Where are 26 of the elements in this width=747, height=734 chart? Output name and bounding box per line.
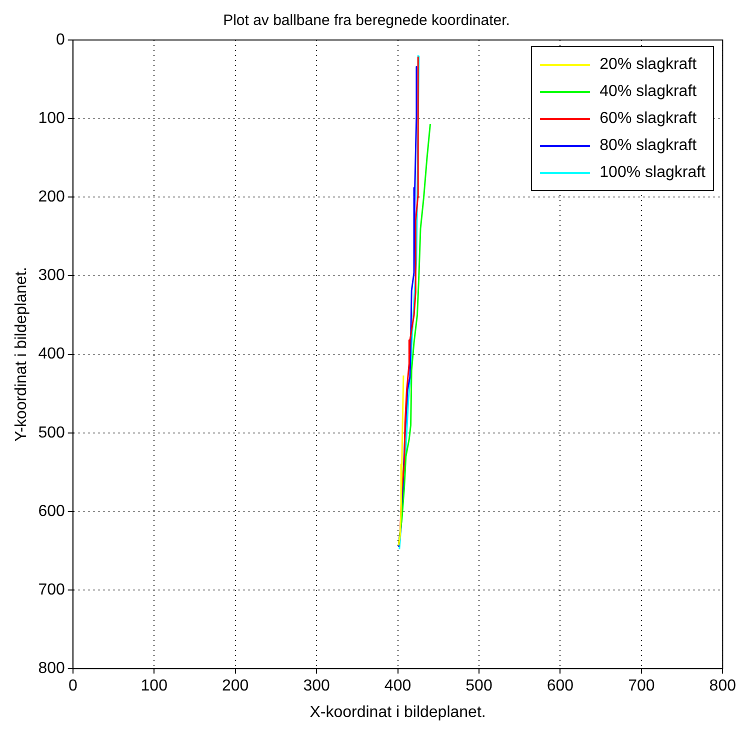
chart-title: Plot av ballbane fra beregnede koordinater.: [223, 12, 510, 30]
x-tick-label: 200: [222, 678, 249, 695]
y-tick-label: 600: [38, 502, 65, 520]
y-tick-label: 300: [38, 267, 65, 284]
legend-label: 20% slagkraft: [600, 56, 697, 74]
legend-label: 60% slagkraft: [600, 110, 697, 128]
x-tick-label: 300: [303, 678, 330, 695]
y-tick-label: 200: [38, 188, 65, 206]
x-tick-label: 800: [709, 678, 736, 695]
y-tick-label: 500: [38, 424, 65, 442]
legend-label: 40% slagkraft: [600, 82, 697, 100]
x-tick-label: 500: [466, 678, 492, 695]
x-tick-label: 400: [384, 678, 412, 695]
y-tick-label: 100: [38, 110, 65, 127]
x-tick-label: 700: [628, 678, 655, 695]
x-tick-label: 600: [546, 678, 574, 695]
y-axis-title: Y-koordinat i bildeplanet.: [13, 266, 30, 442]
y-tick-label: 800: [38, 660, 65, 678]
y-tick-label: 400: [38, 346, 65, 363]
legend-label: 80% slagkraft: [600, 136, 697, 154]
y-tick-label: 700: [38, 581, 65, 598]
legend-label: 100% slagkraft: [600, 164, 706, 182]
x-tick-label: 100: [140, 678, 168, 695]
x-axis-title: X-koordinat i bildeplanet.: [310, 704, 486, 721]
x-tick-label: 0: [68, 678, 78, 695]
y-tick-label: 0: [56, 31, 65, 48]
